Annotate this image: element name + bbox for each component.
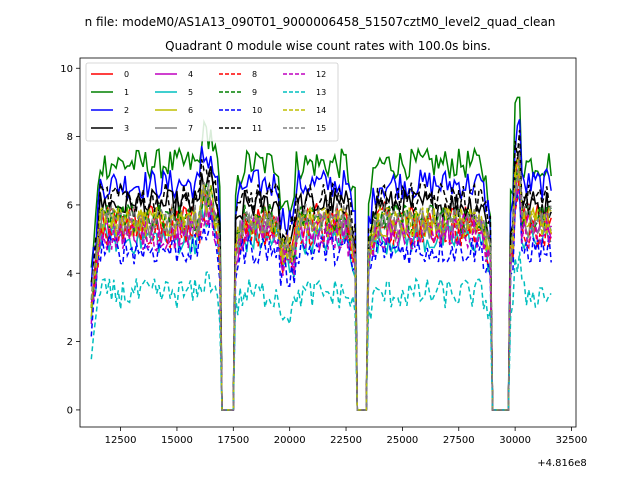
x-tick-label: 22500 xyxy=(330,435,362,446)
x-tick-label: 15000 xyxy=(161,435,193,446)
y-tick-label: 6 xyxy=(67,200,73,211)
x-tick-label: 12500 xyxy=(105,435,137,446)
x-tick-label: 25000 xyxy=(386,435,418,446)
axes-frame xyxy=(79,57,577,428)
x-tick-label: 30000 xyxy=(499,435,531,446)
x-tick-label: 20000 xyxy=(274,435,306,446)
y-tick-label: 10 xyxy=(60,64,73,75)
x-offset-label: +4.816e8 xyxy=(537,458,587,469)
axis-ticks: 12500 15000 17500 20000 22500 25000 27500 30000… xyxy=(60,64,587,446)
chart-suptitle: n file: modeM0/AS1A13_090T01_9000006458_… xyxy=(85,15,556,29)
series-line-11 xyxy=(90,129,552,411)
x-tick-label: 17500 xyxy=(217,435,249,446)
y-tick-label: 8 xyxy=(67,132,73,143)
y-tick-label: 2 xyxy=(67,337,73,348)
legend-label-11: 11 xyxy=(252,124,262,133)
legend-label-3: 3 xyxy=(124,124,129,133)
x-tick-label: 27500 xyxy=(443,435,475,446)
legend-label-6: 6 xyxy=(188,106,193,115)
legend-label-7: 7 xyxy=(188,124,193,133)
legend-box xyxy=(85,62,339,142)
y-tick-label: 4 xyxy=(67,269,73,280)
plot-area xyxy=(90,96,552,411)
legend-label-12: 12 xyxy=(316,70,326,79)
legend-label-5: 5 xyxy=(188,88,193,97)
legend-label-0: 0 xyxy=(124,70,129,79)
legend-label-8: 8 xyxy=(252,70,257,79)
legend-label-1: 1 xyxy=(124,88,129,97)
series-line-13 xyxy=(90,251,552,411)
legend-label-4: 4 xyxy=(188,70,193,79)
legend-label-15: 15 xyxy=(316,124,326,133)
series-line-3 xyxy=(90,150,552,411)
chart-title: Quadrant 0 module wise count rates with … xyxy=(165,39,491,53)
series-line-2 xyxy=(90,119,552,411)
legend-label-14: 14 xyxy=(316,106,326,115)
series-line-1 xyxy=(90,96,552,411)
legend-label-9: 9 xyxy=(252,88,257,97)
x-tick-label: 32500 xyxy=(556,435,588,446)
series-line-15 xyxy=(90,152,552,411)
legend-label-2: 2 xyxy=(124,106,129,115)
series-line-12 xyxy=(90,190,552,411)
y-tick-label: 0 xyxy=(67,405,73,416)
series-line-7 xyxy=(90,176,552,411)
legend-label-10: 10 xyxy=(252,106,262,115)
legend-label-13: 13 xyxy=(316,88,326,97)
series-line-10 xyxy=(90,188,552,411)
